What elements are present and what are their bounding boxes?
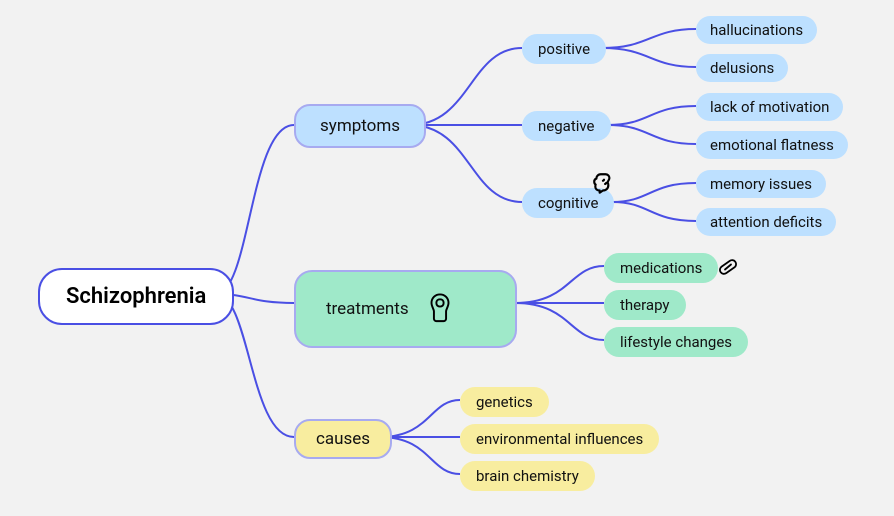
sub-lifestyle[interactable]: lifestyle changes: [604, 327, 748, 357]
sub-genetics-label: genetics: [476, 393, 533, 411]
pill-icon: [716, 254, 740, 278]
sub-genetics[interactable]: genetics: [460, 387, 549, 417]
leaf-memory-issues[interactable]: memory issues: [696, 170, 826, 198]
sub-positive-label: positive: [538, 40, 590, 58]
branch-causes[interactable]: causes: [294, 419, 392, 459]
sub-cognitive-label: cognitive: [538, 194, 598, 212]
leaf-emotional-flatness[interactable]: emotional flatness: [696, 131, 848, 159]
head-icon: [425, 292, 455, 326]
leaf-delusions-label: delusions: [710, 59, 774, 77]
branch-symptoms[interactable]: symptoms: [294, 104, 426, 148]
leaf-hallucinations-label: hallucinations: [710, 21, 803, 39]
sub-negative-label: negative: [538, 117, 595, 135]
sub-therapy[interactable]: therapy: [604, 290, 686, 320]
sub-lifestyle-label: lifestyle changes: [620, 333, 732, 351]
sub-environmental[interactable]: environmental influences: [460, 424, 659, 454]
leaf-attention-deficits-label: attention deficits: [710, 213, 822, 231]
leaf-hallucinations[interactable]: hallucinations: [696, 16, 817, 44]
sub-brain-chemistry[interactable]: brain chemistry: [460, 461, 595, 491]
sub-medications[interactable]: medications: [604, 253, 718, 283]
leaf-memory-issues-label: memory issues: [710, 175, 812, 193]
leaf-lack-motivation-label: lack of motivation: [710, 98, 829, 116]
leaf-emotional-flatness-label: emotional flatness: [710, 136, 834, 154]
root-node[interactable]: Schizophrenia: [38, 268, 234, 325]
leaf-lack-motivation[interactable]: lack of motivation: [696, 93, 843, 121]
sub-environmental-label: environmental influences: [476, 430, 643, 448]
branch-treatments-label: treatments: [326, 299, 409, 319]
root-label: Schizophrenia: [66, 284, 206, 309]
sub-negative[interactable]: negative: [522, 111, 611, 141]
sub-therapy-label: therapy: [620, 296, 670, 314]
mindmap-canvas: Schizophrenia symptoms positive hallucin…: [0, 0, 894, 516]
leaf-attention-deficits[interactable]: attention deficits: [696, 208, 836, 236]
brain-icon: [591, 171, 617, 197]
leaf-delusions[interactable]: delusions: [696, 54, 788, 82]
branch-symptoms-label: symptoms: [320, 116, 400, 136]
sub-brain-chemistry-label: brain chemistry: [476, 467, 579, 485]
branch-causes-label: causes: [316, 429, 370, 449]
sub-medications-label: medications: [620, 259, 702, 277]
branch-treatments[interactable]: treatments: [294, 270, 517, 348]
sub-positive[interactable]: positive: [522, 34, 606, 64]
